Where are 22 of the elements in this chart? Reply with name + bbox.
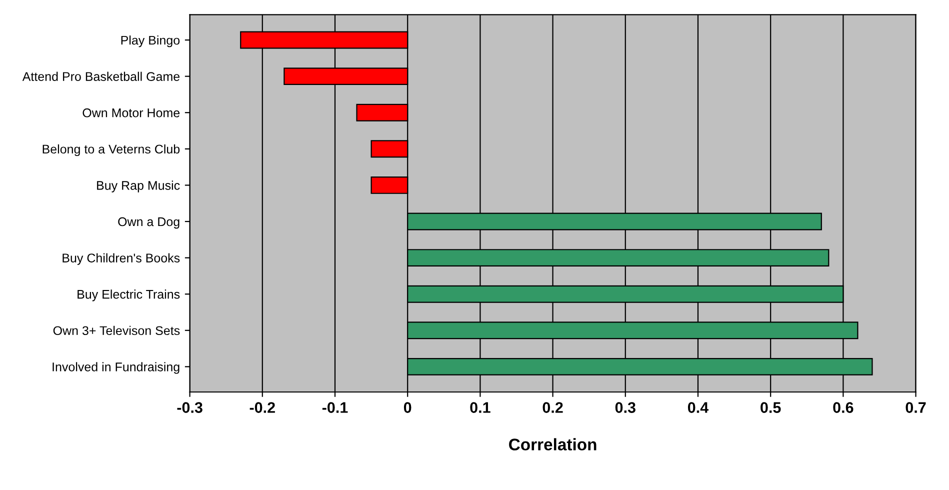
x-tick-label: 0.3 (615, 402, 636, 413)
y-tick-label: Own Motor Home (82, 108, 180, 118)
x-axis-title: Correlation (509, 438, 596, 450)
x-tick-label: -0.2 (250, 402, 275, 413)
y-tick-label: Belong to a Veterns Club (42, 144, 180, 156)
y-tick-label: Attend Pro Basketball Game (22, 72, 180, 81)
x-tick-label: 0.6 (833, 402, 854, 413)
x-tick-label: -0.3 (177, 402, 202, 413)
y-tick-label: Buy Electric Trains (78, 290, 180, 302)
x-tick-label: 0.7 (906, 402, 926, 413)
y-tick-label: Play Bingo (121, 35, 180, 48)
y-tick-label: Buy Children's Books (62, 253, 180, 265)
x-tick-label: 0 (404, 402, 412, 413)
y-tick-label: Own a Dog (118, 217, 180, 229)
x-tick-label: 0.4 (688, 402, 709, 413)
x-tick-label: 0.1 (470, 402, 490, 413)
x-tick-label: 0.2 (542, 402, 563, 413)
y-tick-label: Buy Rap Music (97, 180, 180, 192)
y-tick-label: Involved in Fundraising (52, 362, 180, 374)
x-tick-label: -0.1 (322, 402, 348, 413)
x-tick-label: 0.5 (760, 402, 781, 413)
y-tick-label: Own 3+ Televison Sets (53, 326, 180, 336)
